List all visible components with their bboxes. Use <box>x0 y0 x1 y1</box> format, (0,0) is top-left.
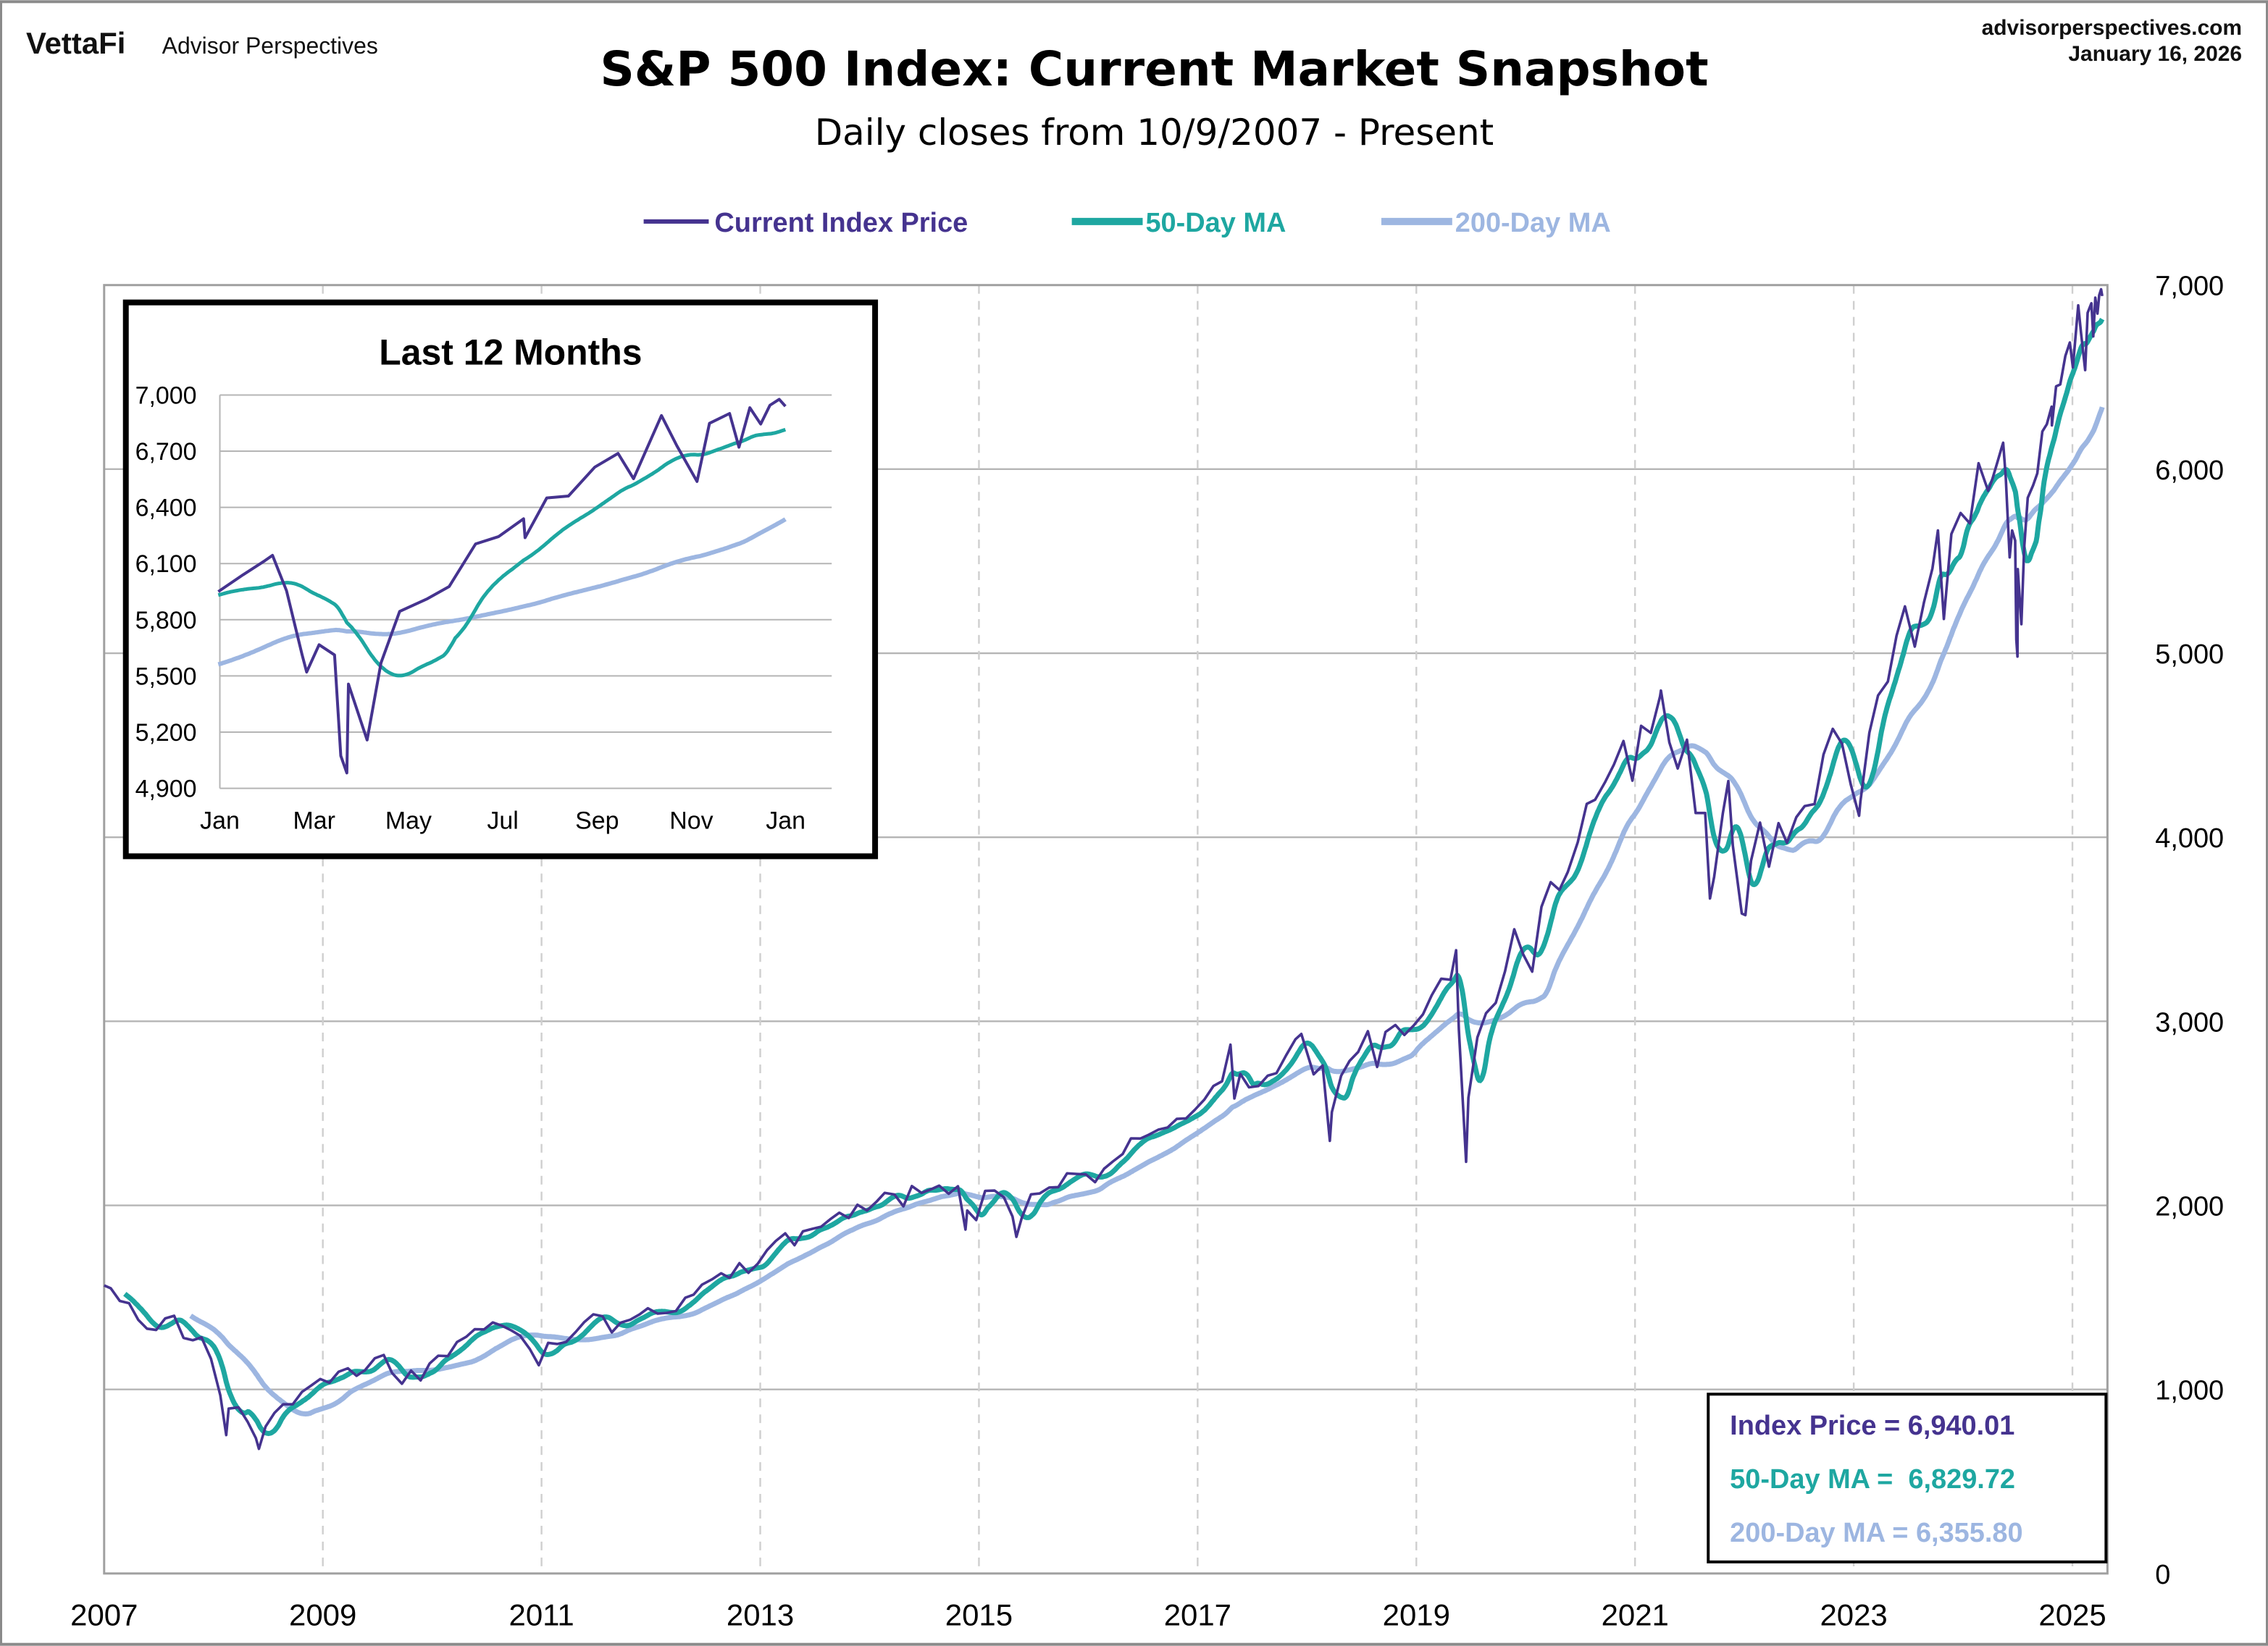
x-tick-label: 2015 <box>945 1598 1013 1632</box>
x-tick-label: 2023 <box>1820 1598 1887 1632</box>
value-price: Index Price = 6,940.01 <box>1730 1411 2014 1441</box>
logo-text: Advisor Perspectives <box>162 33 378 59</box>
x-tick-label: 2009 <box>289 1598 356 1632</box>
series-price-line <box>104 287 2104 1450</box>
site-url: advisorperspectives.com <box>1982 16 2242 40</box>
y-tick-label: 7,000 <box>2155 272 2224 302</box>
inset-title: Last 12 Months <box>379 332 642 373</box>
inset-x-tick-label: Mar <box>293 807 335 834</box>
inset-y-tick-label: 7,000 <box>135 382 197 409</box>
inset-y-tick-label: 5,200 <box>135 719 197 747</box>
value-box-border <box>1707 1393 2108 1563</box>
y-tick-label: 3,000 <box>2155 1007 2224 1038</box>
inset-tick-labels: 4,900 5,200 5,500 5,800 6,100 6,400 6,700 7,000… <box>135 382 805 834</box>
legend: Current Index Price 50-Day MA 200-Day MA <box>643 208 1611 238</box>
value-ma50: 50-Day MA = 6,829.72 <box>1730 1464 2015 1495</box>
x-tick-label: 2011 <box>509 1598 574 1632</box>
chart-subtitle: Daily closes from 10/9/2007 - Present <box>815 112 1494 154</box>
inset-ma50-line <box>217 427 787 678</box>
inset-y-tick-label: 6,100 <box>135 550 197 578</box>
x-tick-label: 2021 <box>1602 1598 1669 1632</box>
y-tick-label: 6,000 <box>2155 455 2224 486</box>
y-tick-label: 5,000 <box>2155 639 2224 670</box>
y-tick-label: 0 <box>2155 1560 2170 1590</box>
y-tick-label: 2,000 <box>2155 1191 2224 1222</box>
inset-price-line <box>217 398 787 775</box>
legend-label-ma200: 200-Day MA <box>1455 208 1611 238</box>
legend-label-ma50: 50-Day MA <box>1145 208 1286 238</box>
inset-y-tick-label: 5,500 <box>135 663 197 690</box>
main-tick-labels: 0 1,000 2,000 3,000 4,000 5,000 6,000 7,000 2007… <box>70 272 2224 1632</box>
inset-y-tick-label: 5,800 <box>135 607 197 634</box>
main-plot-border <box>103 284 2109 1575</box>
inset-x-tick-label: Jan <box>200 807 240 834</box>
inset-x-tick-label: Sep <box>575 807 619 834</box>
inset-ma200-line <box>217 517 787 667</box>
inset-y-tick-label: 6,700 <box>135 438 197 466</box>
x-tick-label: 2025 <box>2038 1598 2106 1632</box>
chart-title: S&P 500 Index: Current Market Snapshot <box>600 41 1708 97</box>
value-box: Index Price = 6,940.01 50-Day MA = 6,829… <box>1707 1393 2108 1563</box>
series-ma200-line <box>189 406 2105 1417</box>
inset-y-tick-label: 4,900 <box>135 776 197 803</box>
y-tick-label: 1,000 <box>2155 1376 2224 1406</box>
main-series <box>104 287 2105 1450</box>
logo-brand: VettaFi <box>26 26 125 60</box>
inset-x-tick-label: Nov <box>669 807 713 834</box>
inset-y-tick-label: 6,400 <box>135 495 197 522</box>
legend-label-price: Current Index Price <box>714 208 968 238</box>
inset-x-tick-label: Jul <box>487 807 518 834</box>
value-ma200: 200-Day MA = 6,355.80 <box>1730 1518 2022 1548</box>
x-tick-label: 2017 <box>1164 1598 1231 1632</box>
y-tick-label: 4,000 <box>2155 823 2224 854</box>
inset-chart: Last 12 Months 4,900 5,200 5,500 5,800 6,100… <box>122 299 879 860</box>
inset-x-tick-label: May <box>385 807 432 834</box>
inset-x-tick-label: Jan <box>766 807 805 834</box>
inset-grid <box>219 394 832 789</box>
x-tick-label: 2013 <box>727 1598 794 1632</box>
inset-series <box>217 398 787 775</box>
x-tick-label: 2007 <box>70 1598 138 1632</box>
x-tick-label: 2019 <box>1383 1598 1450 1632</box>
report-date: January 16, 2026 <box>2068 42 2242 66</box>
